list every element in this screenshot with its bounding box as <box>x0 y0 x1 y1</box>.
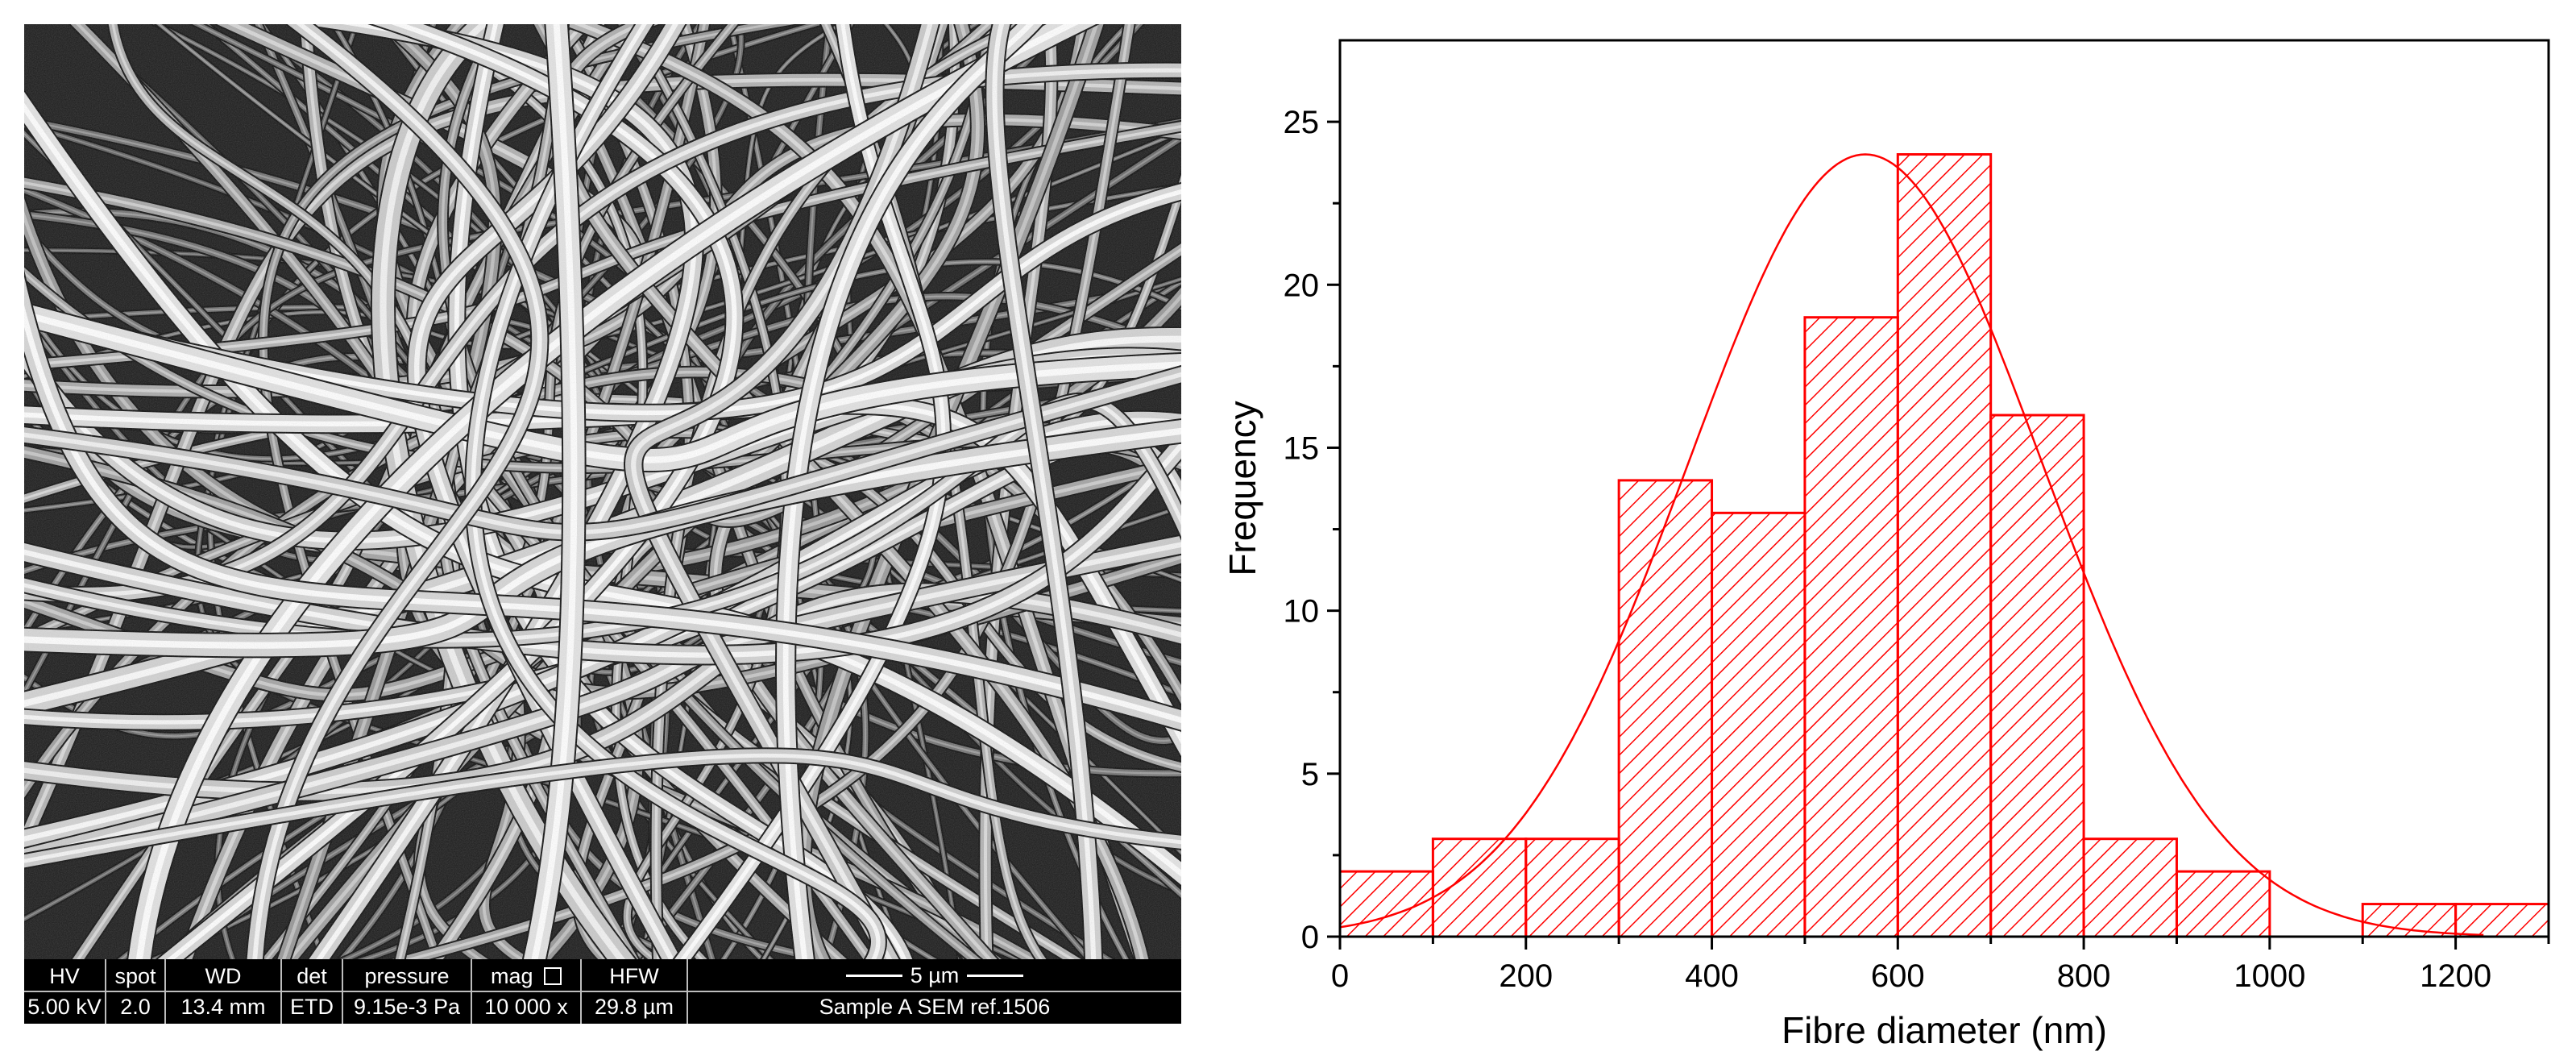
databar-value: 10 000 x <box>484 995 568 1019</box>
databar-value: ETD <box>290 995 334 1019</box>
histogram-chart: 0 200 400 600 800 1000 1200 0 5 10 15 20 25 Fibre d… <box>1222 39 2550 1051</box>
histogram-bar <box>1711 511 1807 938</box>
databar-value: 29.8 µm <box>594 995 674 1019</box>
databar-hfw: HFW 29.8 µm <box>580 959 687 1024</box>
y-tick-label: 5 <box>1301 757 1319 792</box>
databar-value: 5.00 kV <box>27 995 102 1019</box>
histogram-bar <box>1989 414 2085 938</box>
histogram-bar <box>1524 837 1620 938</box>
plot-frame <box>1338 39 2550 938</box>
databar-header: det <box>297 964 327 988</box>
y-tick-label: 15 <box>1284 430 1320 466</box>
histogram-bar <box>2454 903 2550 938</box>
y-tick-label: 25 <box>1284 105 1320 140</box>
databar-value: 2.0 <box>120 995 151 1019</box>
x-tick-label: 600 <box>1871 958 1925 994</box>
y-axis-label: Frequency <box>1222 401 1263 576</box>
databar-wd: WD 13.4 mm <box>164 959 280 1024</box>
databar-header-text: mag <box>490 964 533 988</box>
databar-pressure: pressure 9.15e-3 Pa <box>342 959 471 1024</box>
databar-mag: mag 10 000 x <box>471 959 580 1024</box>
gaussian-fit-curve <box>1340 153 2484 937</box>
sample-label: Sample A SEM ref.1506 <box>819 995 1051 1019</box>
fibre-mesh-image <box>24 24 1181 959</box>
databar-det: det ETD <box>280 959 342 1024</box>
x-tick-label: 1200 <box>2420 958 2491 994</box>
databar-header: mag <box>472 962 580 990</box>
histogram-bar <box>2082 837 2178 938</box>
histogram-bar <box>1338 870 1434 938</box>
scale-bar: 5 µm <box>688 959 1181 991</box>
x-tick-label: 200 <box>1499 958 1553 994</box>
databar-header: HV <box>49 964 80 988</box>
histogram-bar <box>1803 316 1899 938</box>
databar-header: HFW <box>609 964 659 988</box>
histogram-bar <box>2175 870 2271 938</box>
histogram-bar <box>1431 837 1528 938</box>
databar-header: pressure <box>364 964 450 988</box>
databar-hv: HV 5.00 kV <box>24 959 105 1024</box>
sem-databar: HV 5.00 kV spot 2.0 WD 13.4 mm det ETD p… <box>24 959 1181 1024</box>
y-axis: 0 5 10 15 20 25 <box>1284 105 1340 955</box>
histogram-bar <box>1896 153 1993 938</box>
databar-value: 9.15e-3 Pa <box>353 995 461 1019</box>
databar-scale: 5 µm Sample A SEM ref.1506 <box>687 959 1181 1024</box>
databar-header: spot <box>114 964 156 988</box>
databar-spot: spot 2.0 <box>105 959 164 1024</box>
sem-micrograph <box>24 24 1181 959</box>
y-tick-label: 20 <box>1284 268 1320 303</box>
mag-square-icon <box>544 967 562 985</box>
x-axis: 0 200 400 600 800 1000 1200 <box>1331 937 2550 994</box>
histogram-bars <box>1338 153 2550 938</box>
x-axis-label: Fibre diameter (nm) <box>1782 1009 2107 1051</box>
histogram-panel: 0 200 400 600 800 1000 1200 0 5 10 15 20 25 Fibre d… <box>1209 16 2576 1064</box>
x-tick-label: 1000 <box>2234 958 2305 994</box>
databar-header: WD <box>205 964 242 988</box>
y-tick-label: 0 <box>1301 920 1319 955</box>
histogram-bar <box>2361 903 2458 938</box>
x-tick-label: 0 <box>1331 958 1349 994</box>
x-tick-label: 400 <box>1685 958 1739 994</box>
y-tick-label: 10 <box>1284 594 1320 630</box>
histogram-bar <box>1617 479 1714 938</box>
databar-value: 13.4 mm <box>180 995 266 1019</box>
x-tick-label: 800 <box>2057 958 2111 994</box>
sem-panel: HV 5.00 kV spot 2.0 WD 13.4 mm det ETD p… <box>24 24 1181 1024</box>
scale-bar-label: 5 µm <box>910 962 960 987</box>
